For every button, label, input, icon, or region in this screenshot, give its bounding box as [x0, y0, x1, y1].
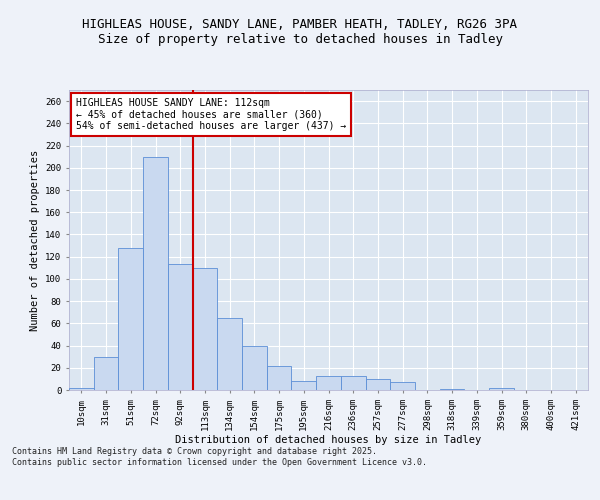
Bar [118, 248, 143, 390]
Text: HIGHLEAS HOUSE SANDY LANE: 112sqm
← 45% of detached houses are smaller (360)
54%: HIGHLEAS HOUSE SANDY LANE: 112sqm ← 45% … [76, 98, 346, 130]
Bar [94, 356, 118, 390]
Y-axis label: Number of detached properties: Number of detached properties [29, 150, 40, 330]
X-axis label: Distribution of detached houses by size in Tadley: Distribution of detached houses by size … [175, 436, 482, 446]
Text: Contains HM Land Registry data © Crown copyright and database right 2025.
Contai: Contains HM Land Registry data © Crown c… [12, 448, 427, 467]
Bar [365, 379, 390, 390]
Bar [341, 376, 365, 390]
Bar [267, 366, 292, 390]
Bar [292, 381, 316, 390]
Text: HIGHLEAS HOUSE, SANDY LANE, PAMBER HEATH, TADLEY, RG26 3PA: HIGHLEAS HOUSE, SANDY LANE, PAMBER HEATH… [83, 18, 517, 30]
Bar [440, 389, 464, 390]
Bar [193, 268, 217, 390]
Bar [217, 318, 242, 390]
Text: Size of property relative to detached houses in Tadley: Size of property relative to detached ho… [97, 32, 503, 46]
Bar [143, 156, 168, 390]
Bar [242, 346, 267, 390]
Bar [390, 382, 415, 390]
Bar [316, 376, 341, 390]
Bar [69, 388, 94, 390]
Bar [489, 388, 514, 390]
Bar [168, 264, 193, 390]
